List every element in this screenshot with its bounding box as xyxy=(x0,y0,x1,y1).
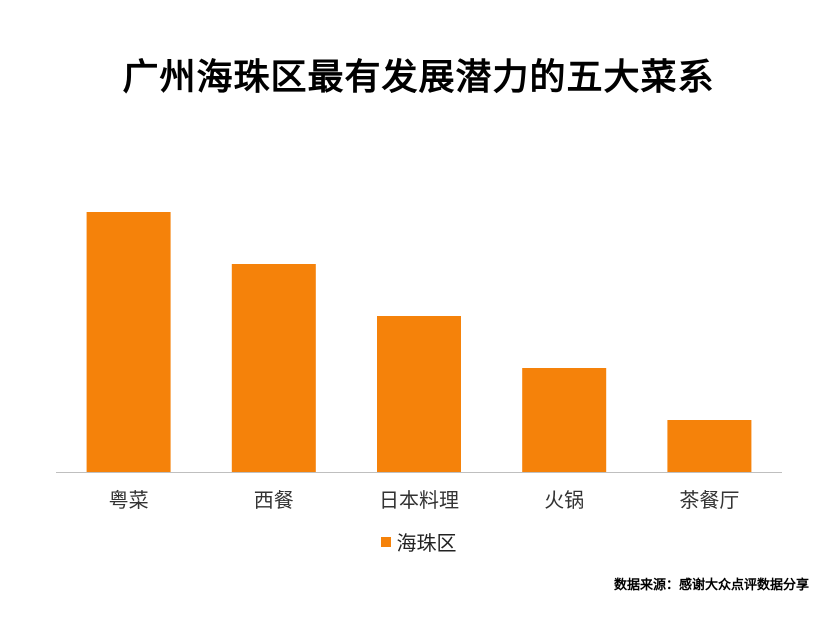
source-note: 数据来源：感谢大众点评数据分享 xyxy=(613,578,809,593)
x-tick-label-4: 茶餐厅 xyxy=(679,488,739,512)
x-tick-label-0: 粤菜 xyxy=(109,488,149,512)
x-tick-label-2: 日本料理 xyxy=(379,488,459,512)
bar-1 xyxy=(231,264,316,472)
x-tick-label-1: 西餐 xyxy=(254,488,294,512)
x-tick-label-3: 火锅 xyxy=(544,488,584,512)
bar-4 xyxy=(667,420,752,472)
chart-title: 广州海珠区最有发展潜力的五大菜系 xyxy=(122,57,715,98)
legend: 海珠区 xyxy=(0,527,837,556)
bar-0 xyxy=(86,212,171,472)
legend-label: 海珠区 xyxy=(396,531,457,555)
legend-swatch xyxy=(380,536,391,547)
bar-2 xyxy=(377,316,461,472)
bar-3 xyxy=(522,368,607,472)
